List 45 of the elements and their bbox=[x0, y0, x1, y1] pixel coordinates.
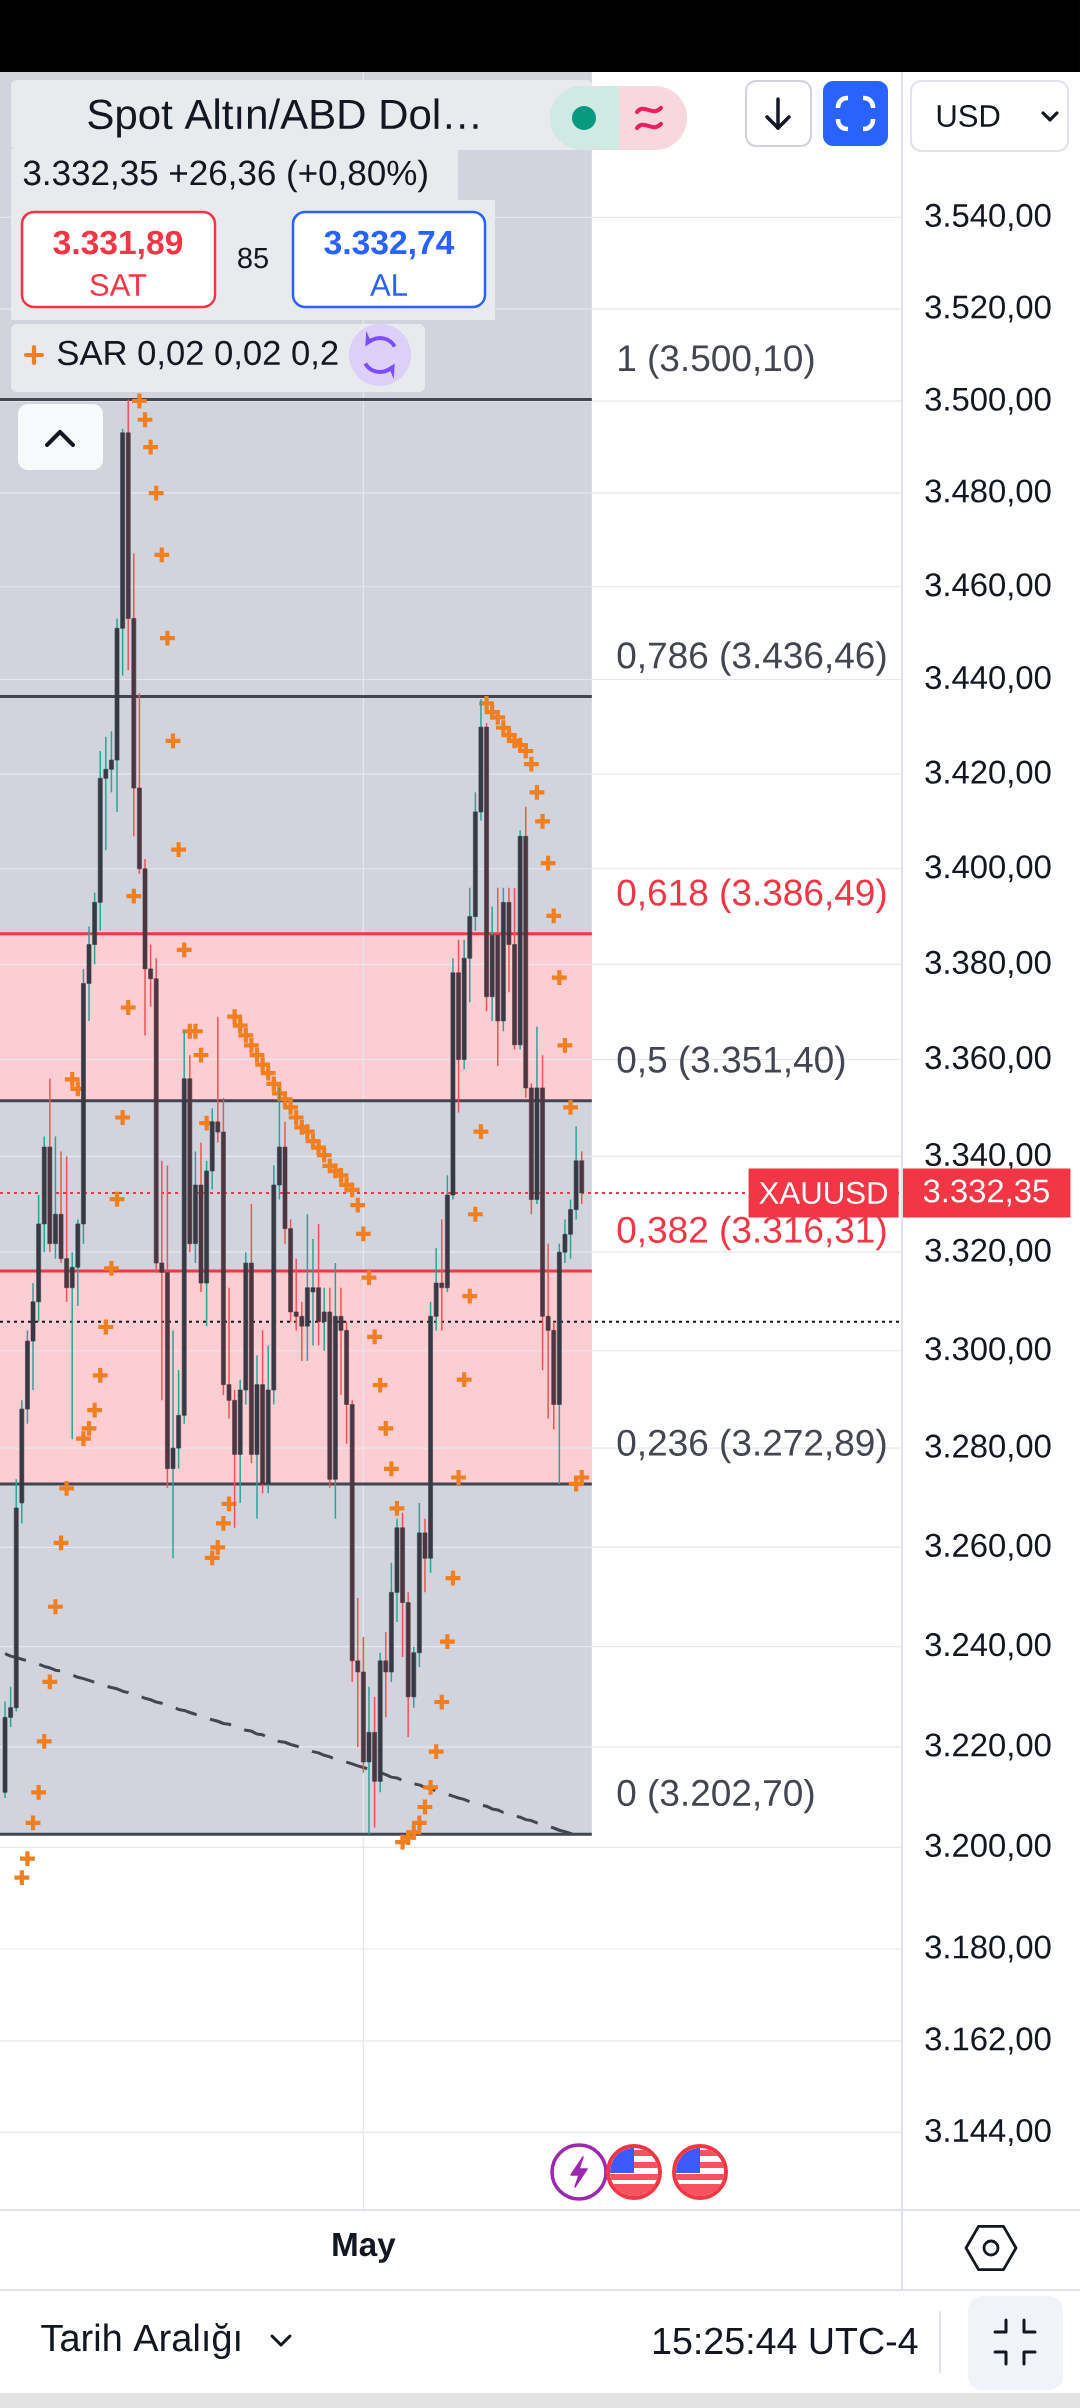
y-tick-label: 3.280,00 bbox=[925, 1434, 1051, 1462]
x-tick-label: May bbox=[333, 2233, 396, 2263]
ref-line-label: 0,5 (3.351,40) bbox=[617, 1045, 845, 1081]
annotation: AL bbox=[370, 274, 407, 296]
annotation: 85 bbox=[238, 247, 268, 269]
y-tick-label: 3.200,00 bbox=[925, 1833, 1051, 1861]
y-tick-label: 3.360,00 bbox=[925, 1045, 1051, 1074]
y-tick-label: 3.500,00 bbox=[925, 387, 1051, 415]
text: USD bbox=[937, 105, 1000, 127]
ref-line-label: 0,382 (3.316,31) bbox=[617, 1215, 886, 1251]
annotation: XAUUSD bbox=[759, 1181, 888, 1204]
y-tick-label: 3.440,00 bbox=[925, 665, 1051, 694]
annotation: SAT bbox=[90, 274, 147, 296]
ref-line-label: 0,786 (3.436,46) bbox=[617, 641, 886, 676]
annotation: 3.332,74 bbox=[324, 230, 455, 260]
text: 15:25:44 UTC-4 bbox=[653, 2327, 918, 2355]
y-tick-label: 3.240,00 bbox=[925, 1633, 1051, 1661]
candlestick bbox=[383, 1631, 389, 1719]
ref-line-label: 0,236 (3.272,89) bbox=[617, 1428, 886, 1464]
y-tick-label: 3.460,00 bbox=[925, 573, 1051, 601]
ref-line-label: 3.332,35 bbox=[923, 1179, 1049, 1207]
text: Tarih Aralığı bbox=[41, 2323, 240, 2359]
y-tick-label: 3.480,00 bbox=[925, 479, 1051, 507]
y-tick-label: 3.520,00 bbox=[925, 295, 1051, 323]
ref-line-label: 0,618 (3.386,49) bbox=[617, 878, 886, 914]
y-tick-label: 3.380,00 bbox=[925, 950, 1051, 978]
candlestick bbox=[321, 1286, 327, 1352]
annotation: 3.331,89 bbox=[53, 230, 183, 260]
y-tick-label: 3.220,00 bbox=[925, 1733, 1051, 1761]
y-tick-label: 3.162,00 bbox=[925, 2027, 1051, 2055]
y-tick-label: 3.300,00 bbox=[925, 1337, 1051, 1365]
text: 3.332,35 +26,36 (+0,80%) bbox=[23, 159, 427, 193]
text: Spot Altın/ABD Dol… bbox=[88, 98, 478, 138]
legend-label: SAR 0,02 0,02 0,2 bbox=[57, 340, 338, 370]
y-tick-label: 3.540,00 bbox=[925, 203, 1051, 231]
y-tick-label: 3.260,00 bbox=[925, 1533, 1051, 1561]
y-tick-label: 3.320,00 bbox=[925, 1238, 1051, 1266]
y-tick-label: 3.420,00 bbox=[925, 760, 1051, 788]
ref-line-label: 0 (3.202,70) bbox=[617, 1778, 814, 1814]
y-tick-label: 3.400,00 bbox=[925, 855, 1051, 883]
y-tick-label: 3.144,00 bbox=[925, 2118, 1051, 2147]
y-tick-label: 3.340,00 bbox=[925, 1142, 1051, 1170]
ref-line-label: 1 (3.500,10) bbox=[619, 344, 814, 379]
y-tick-label: 3.180,00 bbox=[925, 1935, 1051, 1963]
candlestick bbox=[439, 1218, 445, 1332]
